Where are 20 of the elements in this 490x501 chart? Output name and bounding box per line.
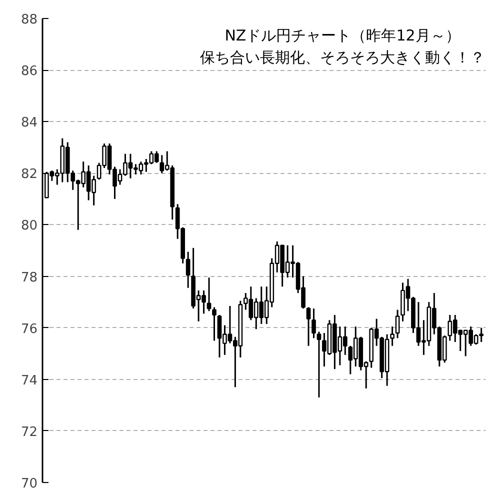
candlestick: [395, 309, 400, 339]
candlestick: [306, 306, 311, 347]
y-tick-label: 72: [20, 424, 38, 440]
candlestick: [212, 306, 216, 342]
y-tick-label: 88: [20, 12, 38, 28]
candlestick: [206, 276, 212, 312]
y-tick-label: 82: [20, 167, 38, 182]
y-tick-label: 80: [20, 218, 38, 234]
text: 保ち合い長期化、そろそろ大きく動く！？: [200, 48, 485, 66]
y-tick-label: 84: [20, 116, 38, 131]
y-tick-label: 76: [20, 322, 38, 337]
y-tick-label: 74: [20, 373, 38, 388]
y-tick-label: 70: [20, 476, 38, 492]
candlestick: [390, 326, 394, 347]
candlestick: [186, 251, 190, 289]
y-tick-label: 78: [20, 270, 38, 286]
text: NZドル円チャート（昨年12月～）: [224, 26, 460, 44]
candlestick: [312, 308, 316, 339]
candlestick: [316, 330, 322, 398]
y-tick-label: 86: [20, 64, 38, 80]
